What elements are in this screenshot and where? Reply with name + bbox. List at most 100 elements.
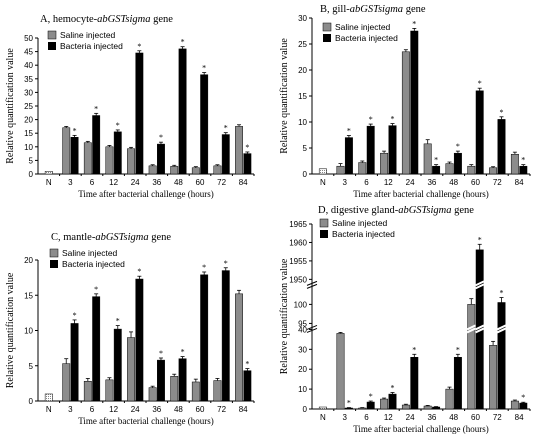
legend-swatch-saline	[319, 218, 329, 228]
bar-bacteria-36	[432, 406, 441, 410]
x-tick-label: 60	[471, 178, 480, 187]
y-tick-label: 10	[298, 385, 307, 394]
chart-panel-b: 0 5 10 15 20 25 30 N 3 * 6 * 12 * 24 * 36 * 48 * 60 * 72 * 84 * B,…	[279, 4, 531, 199]
legend-swatch-bacteria	[323, 34, 331, 42]
x-tick-label: N	[46, 178, 52, 187]
legend-label-bacteria: Bacteria injected	[335, 33, 398, 43]
significance-marker: *	[500, 289, 504, 298]
x-axis-label: Time after bacterial challenge (hours)	[78, 416, 214, 426]
x-tick-label: 24	[406, 413, 415, 422]
bar-break	[496, 324, 507, 331]
x-tick-label: 60	[471, 413, 480, 422]
significance-marker: *	[412, 19, 416, 28]
bar-bacteria-24	[410, 30, 419, 175]
legend-label-saline: Saline injected	[60, 30, 116, 40]
y-tick-label: 40	[24, 61, 33, 70]
significance-marker: *	[202, 263, 206, 272]
y-tick-label: 40	[298, 325, 307, 334]
legend-label-bacteria: Bacteria injected	[332, 229, 395, 239]
axis-break-mark	[306, 283, 318, 289]
significance-marker: *	[245, 143, 249, 152]
x-tick-label: 48	[174, 178, 183, 187]
significance-marker: *	[73, 311, 77, 320]
y-tick-label: 10	[298, 118, 307, 127]
significance-marker: *	[116, 121, 120, 130]
bar-bacteria-84	[519, 402, 528, 410]
bar-saline-72	[213, 380, 222, 402]
bar-saline-3	[62, 363, 71, 402]
bar-bacteria-84	[519, 165, 528, 175]
x-tick-label: 84	[515, 413, 524, 422]
bar-saline-72	[213, 165, 222, 175]
y-tick-label: 30	[24, 88, 33, 97]
legend-swatch-saline	[322, 22, 332, 32]
bar-break	[475, 280, 485, 287]
axis-break-mark	[306, 324, 318, 330]
x-tick-label: N	[320, 413, 326, 422]
x-tick-label: 48	[174, 405, 183, 414]
chart-title: A, hemocyte-abGSTsigma gene	[40, 14, 173, 25]
bar-saline-24	[127, 148, 135, 175]
bar-break	[475, 283, 485, 290]
axis-break-mark	[306, 280, 318, 286]
bar-saline-48	[170, 376, 179, 402]
x-tick-label: 24	[131, 405, 140, 414]
bar-saline-72	[489, 345, 498, 410]
y-axis-label: Relative quantification value	[279, 38, 290, 154]
x-tick-label: 24	[406, 178, 415, 187]
bar-saline-3	[336, 333, 345, 410]
y-tick-label: 10	[24, 327, 33, 336]
y-tick-label: 30	[298, 345, 307, 354]
bar-bacteria-12	[113, 131, 122, 175]
y-tick-label: 20	[24, 116, 33, 125]
y-tick-label: 0	[303, 405, 308, 414]
y-axis-label: Relative quantification value	[279, 258, 290, 374]
legend-swatch-bacteria	[48, 42, 56, 50]
y-tick-label: 25	[24, 102, 33, 111]
significance-marker: *	[159, 133, 163, 142]
y-tick-label: 15	[24, 291, 33, 300]
bar-break	[496, 327, 507, 334]
bar-bacteria-84	[243, 370, 252, 402]
x-tick-label: 36	[152, 178, 161, 187]
x-tick-label: 60	[196, 405, 205, 414]
significance-marker: *	[347, 399, 351, 408]
x-tick-label: 48	[449, 413, 458, 422]
bar-saline-60	[467, 165, 476, 175]
y-tick-label: 35	[24, 75, 33, 84]
x-tick-label: 3	[342, 413, 347, 422]
x-tick-label: 3	[68, 178, 73, 187]
bar-bacteria-6	[92, 115, 101, 175]
significance-marker: *	[245, 360, 249, 369]
bar-bacteria-12	[388, 125, 397, 175]
significance-marker: *	[202, 64, 206, 73]
significance-marker: *	[500, 108, 504, 117]
bar-saline-3	[62, 127, 71, 175]
legend-label-bacteria: Bacteria injected	[62, 259, 125, 269]
y-tick-label: 15	[298, 92, 307, 101]
bar-bacteria-48	[178, 48, 187, 175]
bar-saline-84	[510, 153, 519, 175]
bar-saline-24	[127, 337, 135, 402]
bar-bacteria-3	[70, 323, 79, 402]
significance-marker: *	[412, 345, 416, 354]
significance-marker: *	[94, 104, 98, 113]
significance-marker: *	[94, 285, 98, 294]
bar-saline-72	[489, 167, 498, 175]
bar-saline-6	[358, 162, 367, 175]
legend-label-saline: Saline injected	[62, 248, 118, 258]
bar-baseline-N	[44, 171, 53, 175]
x-tick-label: 60	[196, 178, 205, 187]
chart-panel-c: 0 5 10 15 20 N 3 * 6 * 12 * 24 * 36 * 48 * 60 * 72 * 84 * C, man…	[5, 232, 255, 426]
y-tick-label: 30	[298, 14, 307, 23]
y-tick-label: 20	[298, 365, 307, 374]
bar-saline-6	[83, 142, 92, 175]
y-tick-label: 5	[29, 362, 34, 371]
bar-baseline-N	[318, 168, 327, 175]
y-tick-label: 25	[298, 40, 307, 49]
bar-saline-60	[467, 304, 476, 410]
bar-bacteria-24	[135, 52, 144, 175]
